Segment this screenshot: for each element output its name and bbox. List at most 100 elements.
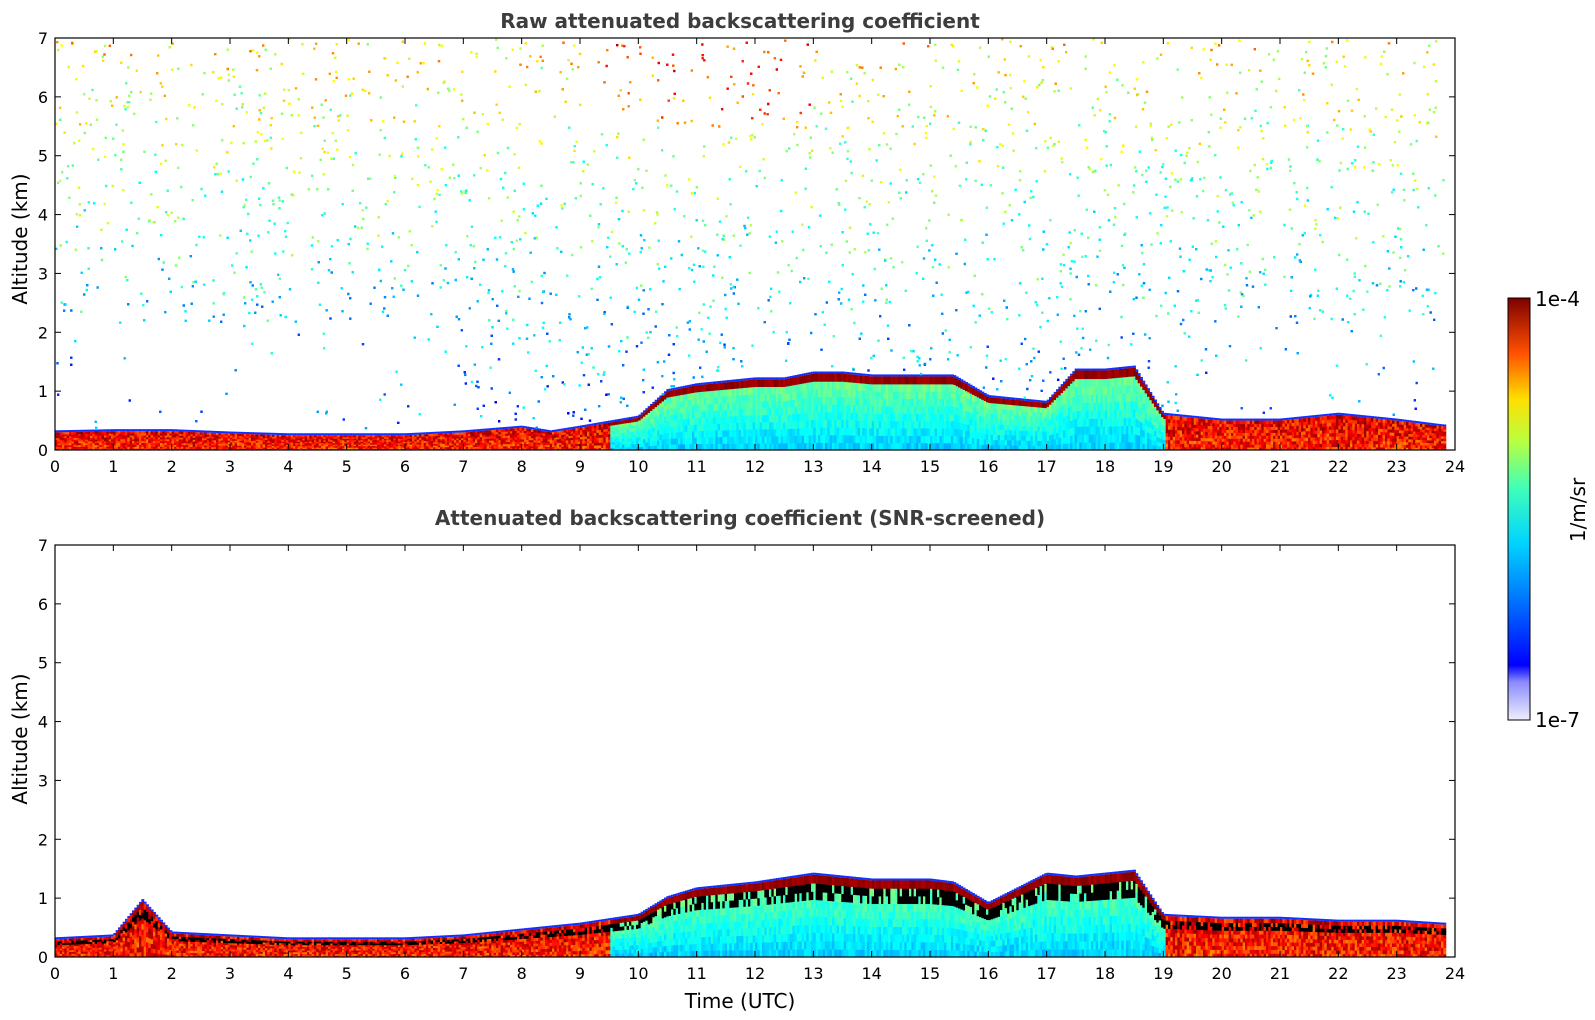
- heatmap-cell: [988, 402, 992, 409]
- heatmap-cell: [1018, 400, 1022, 406]
- layer-edge-cell: [967, 383, 971, 386]
- heatmap-cell: [764, 400, 768, 409]
- heatmap-cell: [776, 400, 779, 409]
- heatmap-cell: [290, 439, 294, 442]
- heatmap-cell: [1088, 402, 1092, 411]
- heatmap-cell: [400, 442, 404, 445]
- heatmap-cell: [645, 418, 649, 423]
- heatmap-cell: [533, 441, 537, 445]
- heatmap-cell: [1028, 425, 1031, 432]
- heatmap-cell: [890, 398, 894, 407]
- heatmap-cell: [1014, 414, 1017, 421]
- heatmap-cell: [918, 413, 922, 422]
- heatmap-cell: [1107, 386, 1111, 395]
- heatmap-cell: [171, 433, 175, 436]
- heatmap-cell: [423, 437, 427, 440]
- layer-edge-cell: [1107, 368, 1111, 371]
- heatmap-cell: [895, 435, 898, 444]
- heatmap-cell: [225, 441, 229, 444]
- heatmap-cell: [407, 438, 411, 441]
- heatmap-cell: [195, 441, 198, 444]
- heatmap-cell: [748, 443, 751, 450]
- heatmap-cell: [860, 412, 863, 421]
- heatmap-cell: [241, 437, 245, 440]
- heatmap-cell: [314, 439, 317, 442]
- heatmap-cell: [1107, 410, 1111, 419]
- heatmap-cell: [1053, 393, 1057, 401]
- heatmap-cell: [192, 433, 196, 437]
- heatmap-cell: [372, 448, 376, 450]
- heatmap-cell: [519, 429, 523, 433]
- heatmap-cell: [699, 404, 702, 412]
- heatmap-cell: [356, 448, 359, 450]
- layer-edge-cell: [969, 384, 973, 387]
- heatmap-cell: [258, 445, 261, 448]
- heatmap-cell: [90, 438, 93, 442]
- heatmap-cell: [953, 442, 957, 450]
- heatmap-cell: [433, 448, 436, 450]
- heatmap-cell: [790, 392, 793, 401]
- heatmap-cell: [633, 421, 637, 426]
- heatmap-cell: [680, 412, 684, 420]
- heatmap-cell: [192, 437, 196, 440]
- heatmap-cell: [349, 438, 352, 441]
- layer-edge-cell: [153, 429, 156, 432]
- heatmap-cell: [1105, 386, 1108, 395]
- heatmap-cell: [225, 446, 229, 449]
- heatmap-cell: [304, 436, 308, 439]
- heatmap-cell: [90, 448, 93, 450]
- heatmap-cell: [769, 428, 772, 437]
- heatmap-cell: [1091, 386, 1094, 395]
- heatmap-cell: [456, 441, 460, 444]
- heatmap-cell: [1100, 442, 1104, 450]
- heatmap-cell: [372, 444, 376, 447]
- heatmap-cell: [146, 434, 149, 438]
- heatmap-cell: [1035, 401, 1038, 408]
- heatmap-cell: [881, 398, 884, 407]
- heatmap-cell: [398, 447, 401, 450]
- heatmap-cell: [874, 391, 877, 400]
- heatmap-cell: [514, 432, 518, 436]
- heatmap-cell: [216, 441, 219, 444]
- heatmap-cell: [720, 402, 723, 411]
- heatmap-cell: [678, 413, 681, 420]
- heatmap-cell: [549, 444, 553, 448]
- heatmap-cell: [461, 441, 464, 444]
- heatmap-cell: [62, 444, 65, 448]
- heatmap-cell: [801, 427, 805, 436]
- heatmap-cell: [701, 436, 705, 445]
- heatmap-cell: [808, 442, 812, 450]
- heatmap-cell: [1028, 406, 1031, 412]
- layer-edge-cell: [505, 426, 509, 429]
- heatmap-cell: [155, 442, 159, 445]
- heatmap-cell: [815, 411, 819, 420]
- heatmap-cell: [869, 427, 873, 436]
- heatmap-cell: [106, 438, 110, 442]
- heatmap-cell: [402, 441, 406, 444]
- heatmap-cell: [589, 437, 593, 441]
- heatmap-cell: [197, 442, 201, 446]
- heatmap-cell: [680, 394, 684, 402]
- heatmap-cell: [111, 446, 114, 449]
- heatmap-cell: [272, 448, 275, 450]
- heatmap-cell: [405, 441, 408, 444]
- heatmap-cell: [246, 446, 250, 450]
- layer-edge-cell: [790, 375, 793, 378]
- heatmap-cell: [1042, 426, 1045, 432]
- layer-edge-cell: [290, 433, 294, 436]
- heatmap-cell: [115, 431, 119, 434]
- heatmap-cell: [540, 438, 544, 442]
- heatmap-cell: [456, 446, 460, 449]
- layer-edge-cell: [769, 377, 772, 380]
- heatmap-cell: [801, 420, 805, 429]
- heatmap-cell: [1091, 370, 1094, 380]
- heatmap-cell: [267, 440, 271, 443]
- heatmap-cell: [818, 396, 821, 405]
- heatmap-cell: [710, 430, 714, 438]
- heatmap-cell: [629, 428, 632, 433]
- heatmap-cell: [710, 416, 714, 425]
- heatmap-cell: [178, 448, 182, 450]
- heatmap-cell: [892, 413, 896, 422]
- heatmap-cell: [976, 444, 980, 450]
- heatmap-cell: [293, 444, 296, 447]
